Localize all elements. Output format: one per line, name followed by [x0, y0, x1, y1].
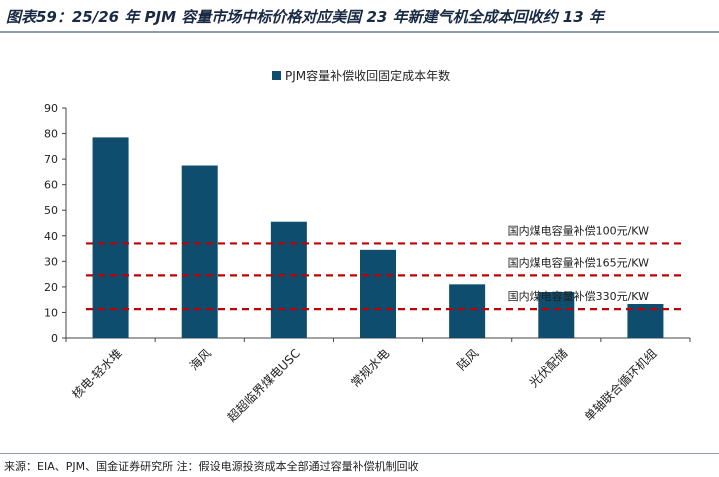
x-tick-label: 常规水电 — [348, 346, 393, 391]
bar — [360, 249, 396, 338]
legend-swatch — [272, 71, 281, 80]
x-tick-label: 陆风 — [454, 346, 482, 374]
reference-lines: 国内煤电容量补偿100元/KW 国内煤电容量补偿165元/KW 国内煤电容量补偿33… — [86, 223, 682, 311]
reference-line-label: 国内煤电容量补偿100元/KW — [508, 223, 650, 237]
source-note: 来源：EIA、PJM、国金证券研究所 注：假设电源投资成本全部通过容量补偿机制回… — [4, 460, 419, 473]
legend: PJM容量补偿收回固定成本年数 — [272, 68, 450, 83]
y-tick-label: 80 — [44, 128, 58, 141]
y-tick-label: 60 — [44, 179, 58, 192]
bars — [92, 137, 664, 338]
bar — [449, 284, 486, 338]
bar — [627, 304, 664, 338]
y-tick-label: 40 — [44, 230, 58, 243]
y-tick-label: 90 — [44, 102, 58, 115]
bar-chart: PJM容量补偿收回固定成本年数 0 10 20 30 40 50 60 70 80 90 国内煤电… — [44, 68, 691, 425]
legend-label: PJM容量补偿收回固定成本年数 — [285, 68, 450, 83]
x-tick-label: 单轴联合循环机组 — [581, 346, 659, 424]
bar — [270, 221, 307, 338]
bar — [92, 137, 129, 338]
chart-title: 图表59：25/26 年 PJM 容量市场中标价格对应美国 23 年新建气机全成… — [6, 8, 604, 26]
y-tick-label: 20 — [44, 281, 58, 294]
title-divider — [0, 31, 719, 33]
y-tick-label: 30 — [44, 255, 58, 268]
x-tick-labels: 核电-轻水堆 海风 超超临界煤电USC 常规水电 陆风 光伏配储 单轴联合循环机组 — [69, 346, 659, 425]
x-tick-label: 海风 — [186, 346, 214, 374]
y-tick-label: 70 — [44, 153, 58, 166]
bar — [538, 292, 575, 338]
y-tick-label: 10 — [44, 306, 58, 319]
reference-line-label: 国内煤电容量补偿165元/KW — [508, 255, 650, 269]
footer-divider — [0, 453, 719, 454]
axes: 0 10 20 30 40 50 60 70 80 90 — [44, 102, 691, 345]
x-tick-label: 核电-轻水堆 — [69, 346, 124, 401]
y-tick-label: 50 — [44, 204, 58, 217]
x-tick-label: 超超临界煤电USC — [224, 346, 303, 425]
reference-line-label: 国内煤电容量补偿330元/KW — [508, 289, 650, 303]
y-tick-label: 0 — [51, 332, 58, 345]
bar — [181, 165, 218, 338]
x-tick-label: 光伏配储 — [526, 346, 571, 391]
